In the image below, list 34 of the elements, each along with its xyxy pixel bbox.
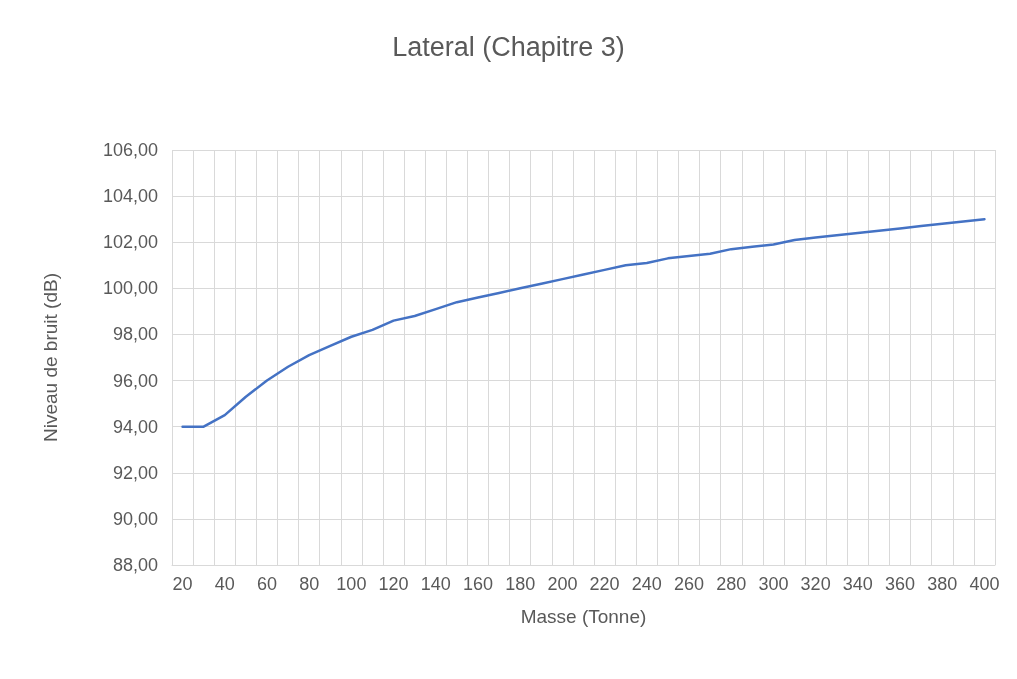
x-tick-label: 300 — [758, 574, 789, 594]
x-tick-label: 40 — [214, 574, 235, 594]
x-tick-label: 320 — [800, 574, 831, 594]
x-tick-label: 180 — [505, 574, 536, 594]
x-tick-label: 140 — [420, 574, 451, 594]
y-tick-label: 88,00 — [112, 555, 158, 575]
x-tick-label: 60 — [256, 574, 277, 594]
y-tick-label: 106,00 — [102, 140, 158, 160]
chart-title: Lateral (Chapitre 3) — [392, 31, 625, 62]
x-tick-label: 260 — [673, 574, 705, 594]
y-tick-label: 102,00 — [102, 232, 158, 253]
x-tick-label: 120 — [378, 574, 409, 594]
y-tick-label: 94,00 — [112, 416, 158, 437]
y-tick-label: 98,00 — [112, 324, 158, 345]
x-tick-label: 360 — [885, 574, 916, 594]
line-series — [181, 217, 986, 428]
x-tick-label: 200 — [547, 574, 578, 594]
y-tick-label: 100,00 — [102, 278, 158, 299]
y-tick-label: 92,00 — [112, 462, 158, 483]
y-tick-label: 96,00 — [112, 370, 158, 391]
x-axis-title: Masse (Tonne) — [520, 606, 647, 627]
x-tick-label: 20 — [172, 574, 193, 594]
x-tick-label: 80 — [299, 574, 320, 594]
x-tick-label: 380 — [927, 574, 958, 594]
y-axis-title: Niveau de bruit (dB) — [40, 273, 61, 442]
x-tick-label: 400 — [969, 574, 1000, 594]
x-tick-label: 160 — [462, 574, 494, 594]
x-tick-label: 340 — [842, 574, 873, 594]
x-tick-label: 240 — [631, 574, 662, 594]
x-tick-label: 220 — [589, 574, 620, 594]
y-tick-label: 90,00 — [112, 508, 158, 529]
x-tick-label: 280 — [716, 574, 747, 594]
x-tick-label: 100 — [336, 574, 367, 594]
y-tick-label: 104,00 — [102, 186, 158, 207]
